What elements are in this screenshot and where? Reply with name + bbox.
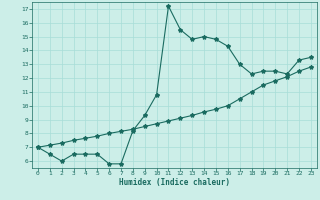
X-axis label: Humidex (Indice chaleur): Humidex (Indice chaleur)	[119, 178, 230, 187]
